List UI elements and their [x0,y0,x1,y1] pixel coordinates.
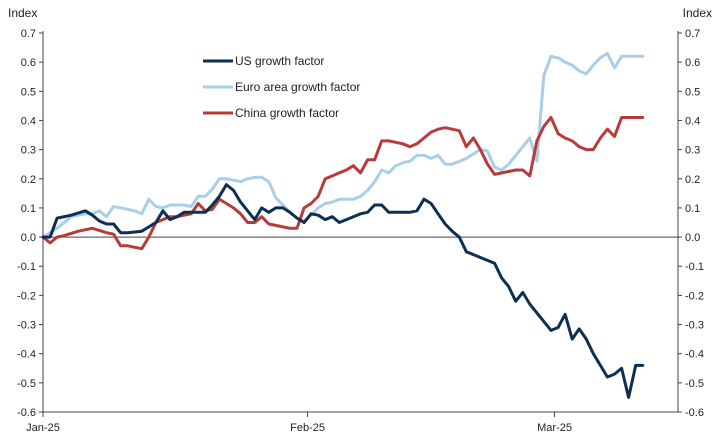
y-tick-label-right: -0.4 [685,349,704,361]
y-tick-label-left: -0.1 [17,261,36,273]
y-tick-label-right: 0.5 [685,86,700,98]
y-tick-label-right: 0.0 [685,232,700,244]
x-tick-label: Mar-25 [537,422,572,434]
y-tick-label-left: 0.6 [21,57,36,69]
series-line-us-growth-factor [41,183,645,399]
y-tick-label-left: -0.4 [17,349,36,361]
x-tick-label: Feb-25 [290,422,325,434]
y-tick-label-right: -0.5 [685,378,704,390]
axes-layer: -0.6 -0.6 -0.5 -0.5 -0.4 -0.4 -0.3 -0.3 -0.2 -0.2… [8,6,712,434]
y-tick-label-left: -0.2 [17,290,36,302]
y-axis-title-left: Index [8,6,37,20]
y-tick-label-left: 0.2 [21,174,36,186]
y-tick-label-left: 0.0 [21,232,36,244]
y-tick-label-right: -0.2 [685,290,704,302]
legend-label-china-growth-factor: China growth factor [235,106,339,120]
series-line-china-growth-factor [41,116,645,251]
y-tick-label-left: 0.3 [21,145,36,157]
y-tick-label-right: 0.7 [685,28,700,40]
y-tick-label-right: 0.4 [685,115,700,127]
y-tick-label-left: -0.6 [17,407,36,419]
y-tick-label-left: -0.5 [17,378,36,390]
y-tick-label-right: -0.1 [685,261,704,273]
y-tick-label-right: 0.2 [685,174,700,186]
series-layer [41,51,645,399]
y-tick-label-right: 0.6 [685,57,700,69]
y-tick-label-right: 0.3 [685,145,700,157]
y-tick-label-right: -0.3 [685,320,704,332]
y-tick-label-left: -0.3 [17,320,36,332]
y-axis-title-right: Index [683,6,712,20]
legend: US growth factor Euro area growth factor C… [203,54,360,120]
legend-label-us-growth-factor: US growth factor [235,54,324,68]
y-tick-label-left: 0.4 [21,115,36,127]
legend-label-euro-area-growth-factor: Euro area growth factor [235,80,360,94]
y-tick-label-left: 0.1 [21,203,36,215]
series-line-euro-area-growth-factor [41,51,645,239]
y-tick-label-right: 0.1 [685,203,700,215]
y-tick-label-left: 0.7 [21,28,36,40]
y-tick-label-left: 0.5 [21,86,36,98]
y-tick-label-right: -0.6 [685,407,704,419]
x-tick-label: Jan-25 [26,422,60,434]
